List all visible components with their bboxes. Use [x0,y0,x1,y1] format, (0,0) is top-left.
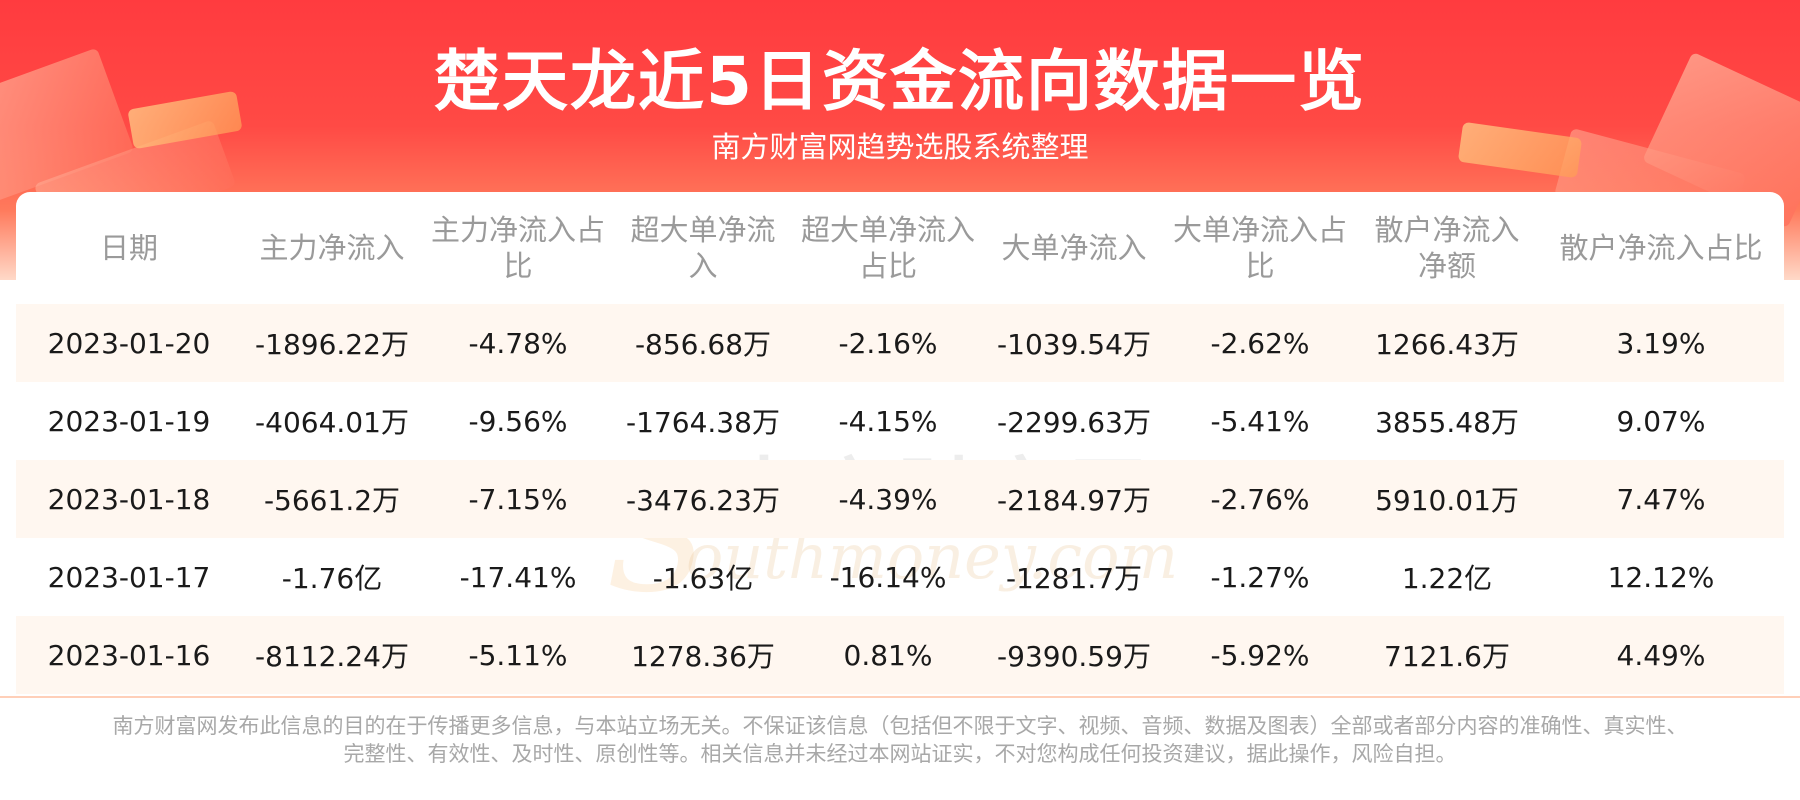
cell-value: -16.14% [829,560,947,594]
cell-value: -2299.63万 [997,406,1151,439]
cell-value: -3476.23万 [626,484,780,517]
cell-value: 1.22亿 [1401,562,1493,595]
col-header-main-inflow: 主力净流入 [259,231,405,265]
cell-value: 1266.43万 [1375,328,1519,361]
table-row: 2023-01-19 -4064.01万 -9.56% -1764.38万 -4… [16,382,1784,460]
cell-value: -1.63亿 [652,562,754,595]
col-header-large-inflow: 大单净流入 [1001,231,1147,265]
cell-value: 3.19% [1616,326,1706,360]
cell-value: -7.15% [468,482,568,516]
table-header-row: 日期 主力净流入 主力净流入占比 超大单净流入 超大单净流入占比 大单净流入 大… [16,192,1784,304]
col-header-xl-inflow: 超大单净流入 [630,213,776,283]
cell-date: 2023-01-17 [47,560,211,594]
cell-value: 7.47% [1616,482,1706,516]
cell-value: -9390.59万 [997,640,1151,673]
cell-value: 12.12% [1607,560,1715,594]
cell-value: -1039.54万 [997,328,1151,361]
fund-flow-table: 日期 主力净流入 主力净流入占比 超大单净流入 超大单净流入占比 大单净流入 大… [16,192,1784,694]
data-card: S 南方财富网 outhmoney.com 日期 主力净流入 主力净流入占比 超… [16,192,1784,696]
col-header-main-ratio: 主力净流入占比 [430,213,605,283]
cell-value: -1.27% [1210,560,1310,594]
cell-value: -17.41% [459,560,577,594]
cell-value: -4.15% [838,404,938,438]
cell-value: 3855.48万 [1375,406,1519,439]
cell-date: 2023-01-18 [47,482,211,516]
cell-value: -5.41% [1210,404,1310,438]
cell-date: 2023-01-16 [47,638,211,672]
cell-value: 0.81% [843,638,933,672]
cell-value: 1278.36万 [631,640,775,673]
page-title: 楚天龙近5日资金流向数据一览 [434,43,1366,120]
cell-date: 2023-01-20 [47,326,211,360]
table-row: 2023-01-16 -8112.24万 -5.11% 1278.36万 0.8… [16,616,1784,694]
cell-value: -2.16% [838,326,938,360]
cell-value: -856.68万 [634,328,772,361]
disclaimer-line-2: 完整性、有效性、及时性、原创性等。相关信息并未经过本网站证实，不对您构成任何投资… [343,742,1457,766]
disclaimer: 南方财富网发布此信息的目的在于传播更多信息，与本站立场无关。不保证该信息（包括但… [40,712,1760,768]
cell-value: -4.39% [838,482,938,516]
cell-value: -1896.22万 [255,328,409,361]
table-row: 2023-01-17 -1.76亿 -17.41% -1.63亿 -16.14%… [16,538,1784,616]
col-header-xl-ratio: 超大单净流入占比 [800,213,975,283]
col-header-retail-net: 散户净流入净额 [1374,213,1520,283]
cell-value: -2184.97万 [997,484,1151,517]
cell-value: -2.76% [1210,482,1310,516]
page-subtitle: 南方财富网趋势选股系统整理 [711,130,1089,164]
cell-value: -9.56% [468,404,568,438]
cell-date: 2023-01-19 [47,404,211,438]
col-header-large-ratio: 大单净流入占比 [1172,213,1347,283]
table-row: 2023-01-20 -1896.22万 -4.78% -856.68万 -2.… [16,304,1784,382]
cell-value: -5661.2万 [263,484,401,517]
cell-value: -4064.01万 [255,406,409,439]
cell-value: -4.78% [468,326,568,360]
cell-value: -1281.7万 [1005,562,1143,595]
cell-value: -5.92% [1210,638,1310,672]
col-header-retail-ratio: 散户净流入占比 [1559,231,1763,265]
cell-value: 7121.6万 [1384,640,1510,673]
col-header-date: 日期 [99,231,158,265]
cell-value: -1.76亿 [281,562,383,595]
cell-value: -1764.38万 [626,406,780,439]
table-row: 2023-01-18 -5661.2万 -7.15% -3476.23万 -4.… [16,460,1784,538]
cell-value: 4.49% [1616,638,1706,672]
footer-divider [0,696,1800,698]
cell-value: -5.11% [468,638,568,672]
cell-value: 5910.01万 [1375,484,1519,517]
cell-value: -8112.24万 [255,640,409,673]
disclaimer-line-1: 南方财富网发布此信息的目的在于传播更多信息，与本站立场无关。不保证该信息（包括但… [112,714,1688,738]
cell-value: 9.07% [1616,404,1706,438]
cell-value: -2.62% [1210,326,1310,360]
